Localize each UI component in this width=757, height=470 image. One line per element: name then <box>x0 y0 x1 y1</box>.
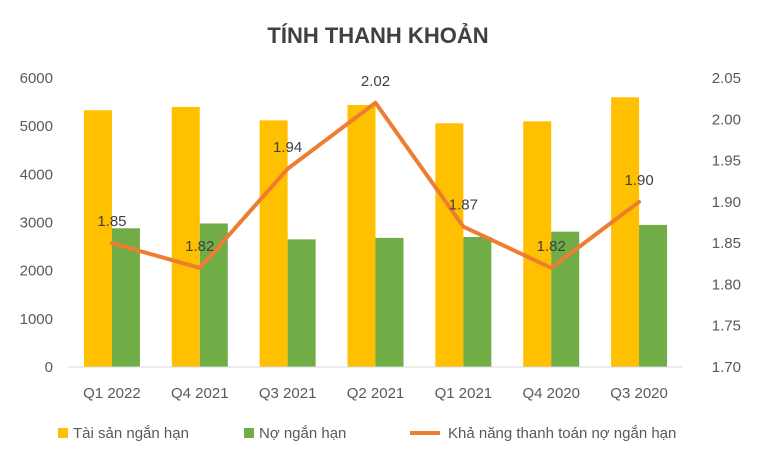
right-tick-label: 1.95 <box>712 153 741 170</box>
legend-item: Khả năng thanh toán nợ ngắn hạn <box>410 425 676 442</box>
bar-no-ngan-han <box>375 237 404 367</box>
legend-swatch <box>58 428 68 438</box>
line-data-label: 1.87 <box>449 197 478 214</box>
bar-tai-san-ngan-han <box>435 123 464 367</box>
right-tick-label: 1.70 <box>712 359 741 376</box>
legend-label: Tài sản ngắn hạn <box>73 425 189 442</box>
x-tick-label: Q4 2020 <box>522 385 580 402</box>
right-tick-label: 1.90 <box>712 194 741 211</box>
legend-item: Nợ ngắn hạn <box>244 425 346 442</box>
legend-swatch <box>244 428 254 438</box>
line-data-label: 1.85 <box>97 213 126 230</box>
line-data-label: 1.94 <box>273 139 302 156</box>
line-data-label: 1.90 <box>624 172 653 189</box>
line-series-group: 1.85 1.82 1.94 2.02 1.87 1.82 1.90 <box>97 73 654 270</box>
bars-group <box>83 97 668 368</box>
legend-label: Nợ ngắn hạn <box>259 425 346 442</box>
line-point <box>461 225 465 229</box>
x-tick-label: Q1 2021 <box>435 385 493 402</box>
line-point <box>374 101 377 105</box>
bar-tai-san-ngan-han <box>347 104 376 368</box>
line-data-label: 1.82 <box>537 238 566 255</box>
left-tick-label: 5000 <box>20 118 53 135</box>
x-tick-labels: Q1 2022 Q4 2021 Q3 2021 Q2 2021 Q1 2021 Q4 20… <box>83 385 668 402</box>
left-tick-label: 4000 <box>20 166 53 183</box>
left-tick-label: 1000 <box>20 311 53 328</box>
bar-tai-san-ngan-han <box>611 97 640 368</box>
bar-tai-san-ngan-han <box>83 110 112 367</box>
left-axis-ticks: 0 1000 2000 3000 4000 5000 6000 <box>20 70 53 376</box>
bar-tai-san-ngan-han <box>171 106 200 368</box>
left-tick-label: 6000 <box>20 70 53 87</box>
right-tick-label: 2.00 <box>712 111 741 128</box>
line-point <box>110 241 114 245</box>
line-data-label: 1.82 <box>185 238 214 255</box>
bar-no-ngan-han <box>287 239 316 367</box>
bar-tai-san-ngan-han <box>259 120 288 368</box>
legend-label: Khả năng thanh toán nợ ngắn hạn <box>448 425 676 442</box>
x-tick-label: Q2 2021 <box>347 385 405 402</box>
right-tick-label: 1.80 <box>712 276 741 293</box>
bar-no-ngan-han <box>639 224 668 367</box>
line-point <box>286 167 290 171</box>
legend: Tài sản ngắn hạn Nợ ngắn hạn Khả năng than… <box>58 425 676 442</box>
bar-no-ngan-han <box>551 231 580 367</box>
right-tick-label: 2.05 <box>712 70 741 87</box>
line-point <box>637 200 641 204</box>
x-tick-label: Q1 2022 <box>83 385 141 402</box>
x-tick-label: Q3 2021 <box>259 385 317 402</box>
line-point <box>198 266 202 270</box>
legend-item: Tài sản ngắn hạn <box>58 425 189 442</box>
left-tick-label: 0 <box>45 359 53 376</box>
x-tick-label: Q3 2020 <box>610 385 668 402</box>
bar-no-ngan-han <box>463 236 492 367</box>
chart-title: TÍNH THANH KHOẢN <box>267 23 488 48</box>
right-tick-label: 1.75 <box>712 318 741 335</box>
right-tick-label: 1.85 <box>712 235 741 252</box>
bar-no-ngan-han <box>199 223 228 367</box>
bar-tai-san-ngan-han <box>523 121 552 367</box>
line-point <box>549 266 553 270</box>
right-axis-ticks: 1.70 1.75 1.80 1.85 1.90 1.95 2.00 2.05 <box>712 70 741 376</box>
left-tick-label: 3000 <box>20 215 53 232</box>
x-tick-label: Q4 2021 <box>171 385 229 402</box>
line-data-label: 2.02 <box>361 73 390 90</box>
left-tick-label: 2000 <box>20 263 53 280</box>
